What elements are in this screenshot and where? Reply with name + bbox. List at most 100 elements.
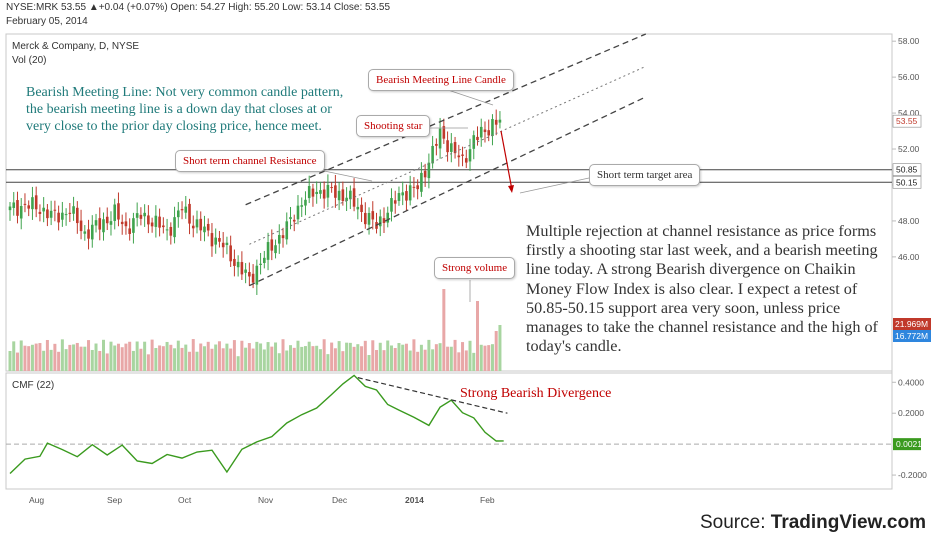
candle-body (420, 172, 423, 192)
candle-body (311, 188, 315, 197)
candle-body (61, 212, 64, 220)
cmf-tick-label: 0.4000 (898, 377, 924, 387)
volume-bar (23, 345, 27, 371)
candle-body (218, 237, 221, 242)
volume-label: 21.969M (895, 319, 928, 329)
candle-body (289, 217, 292, 220)
candle-body (263, 257, 266, 264)
volume-bar (105, 353, 109, 371)
candle-body (457, 155, 461, 158)
candle-body (337, 190, 341, 201)
volume-bar (479, 344, 483, 371)
candle-body (349, 190, 352, 200)
price-label-box (892, 175, 922, 189)
candle-body (42, 207, 45, 212)
candle-body (87, 229, 90, 239)
bearish-meeting-line-note: Bearish Meeting Line: Not very common ca… (26, 85, 344, 134)
volume-bar (116, 343, 120, 371)
volume-label-box (893, 330, 931, 342)
volume-bar (356, 344, 360, 371)
x-tick-label: Oct (178, 495, 192, 505)
volume-bar (102, 339, 105, 371)
price-tick-label: 52.00 (898, 144, 920, 154)
candle-body (371, 211, 375, 220)
volume-bar (461, 342, 465, 371)
volume-bar (199, 343, 203, 371)
candle-body (53, 209, 57, 211)
candle-body (16, 200, 19, 216)
candle-body (12, 202, 16, 208)
volume-bar (266, 342, 270, 371)
candle-body (423, 170, 427, 178)
price-pane-title: Merck & Company, D, NYSE (12, 41, 140, 52)
candle-body (401, 192, 404, 196)
volume-bar (38, 343, 42, 371)
volume-bar (214, 344, 218, 371)
candle-body (158, 216, 161, 228)
candle-body (31, 197, 34, 210)
cmf-pane-title: CMF (22) (12, 380, 55, 391)
candle-body (83, 231, 87, 234)
candle-body (169, 226, 173, 236)
volume-bar (184, 344, 188, 371)
candle-body (408, 185, 412, 201)
candle-body (412, 186, 416, 188)
volume-bar (434, 344, 438, 371)
volume-bar (240, 340, 244, 371)
volume-bar (483, 345, 487, 371)
volume-bar (42, 350, 46, 371)
volume-bar (404, 343, 408, 371)
volume-bar (378, 342, 382, 371)
volume-bar (124, 343, 128, 371)
volume-bar (135, 341, 139, 371)
candle-body (79, 220, 83, 232)
candle-body (378, 216, 382, 227)
volume-bar (281, 339, 285, 371)
candle-body (427, 162, 431, 179)
volume-bar (150, 339, 154, 371)
candle-body (446, 140, 449, 153)
candle-body (334, 185, 337, 198)
candle-body (188, 203, 191, 224)
volume-bar (487, 345, 491, 371)
volume-bar (412, 339, 416, 371)
volume-bar (146, 354, 150, 371)
callout-shooting-star: Shooting star (356, 115, 431, 137)
candle-body (177, 210, 180, 218)
volume-bar (457, 352, 461, 371)
candle-body (105, 216, 109, 224)
volume-bar (161, 346, 165, 371)
volume-bar (19, 340, 23, 371)
candle-body (360, 204, 363, 213)
candle-body (225, 242, 229, 246)
candle-body (479, 126, 483, 138)
candle-body (150, 222, 154, 227)
volume-bar (476, 301, 479, 371)
volume-bar (244, 347, 248, 371)
price-tick-label: 58.00 (898, 36, 920, 46)
volume-bar (34, 343, 38, 371)
candle-body (94, 220, 98, 226)
candle-body (233, 258, 236, 266)
callout-channel-resistance: Short term channel Resistance (175, 150, 325, 172)
candle-body (285, 221, 289, 240)
candle-body (292, 219, 296, 222)
volume-bar (446, 346, 450, 371)
volume-bar (259, 343, 263, 371)
candle-body (38, 211, 42, 214)
volume-bar (277, 353, 281, 371)
volume-bar (247, 343, 251, 371)
cmf-pane (5, 372, 893, 490)
analysis-note: Multiple rejection at channel resistance… (526, 222, 878, 356)
candle-body (199, 218, 203, 231)
candle-body (266, 242, 270, 260)
volume-bar (90, 349, 94, 371)
volume-bar (494, 331, 498, 371)
candle-body (184, 206, 188, 213)
price-tick-label: 54.00 (898, 108, 920, 118)
volume-bar (206, 341, 210, 371)
volume-bar (128, 341, 132, 371)
candle-body (240, 262, 244, 275)
volume-bar (217, 341, 221, 371)
